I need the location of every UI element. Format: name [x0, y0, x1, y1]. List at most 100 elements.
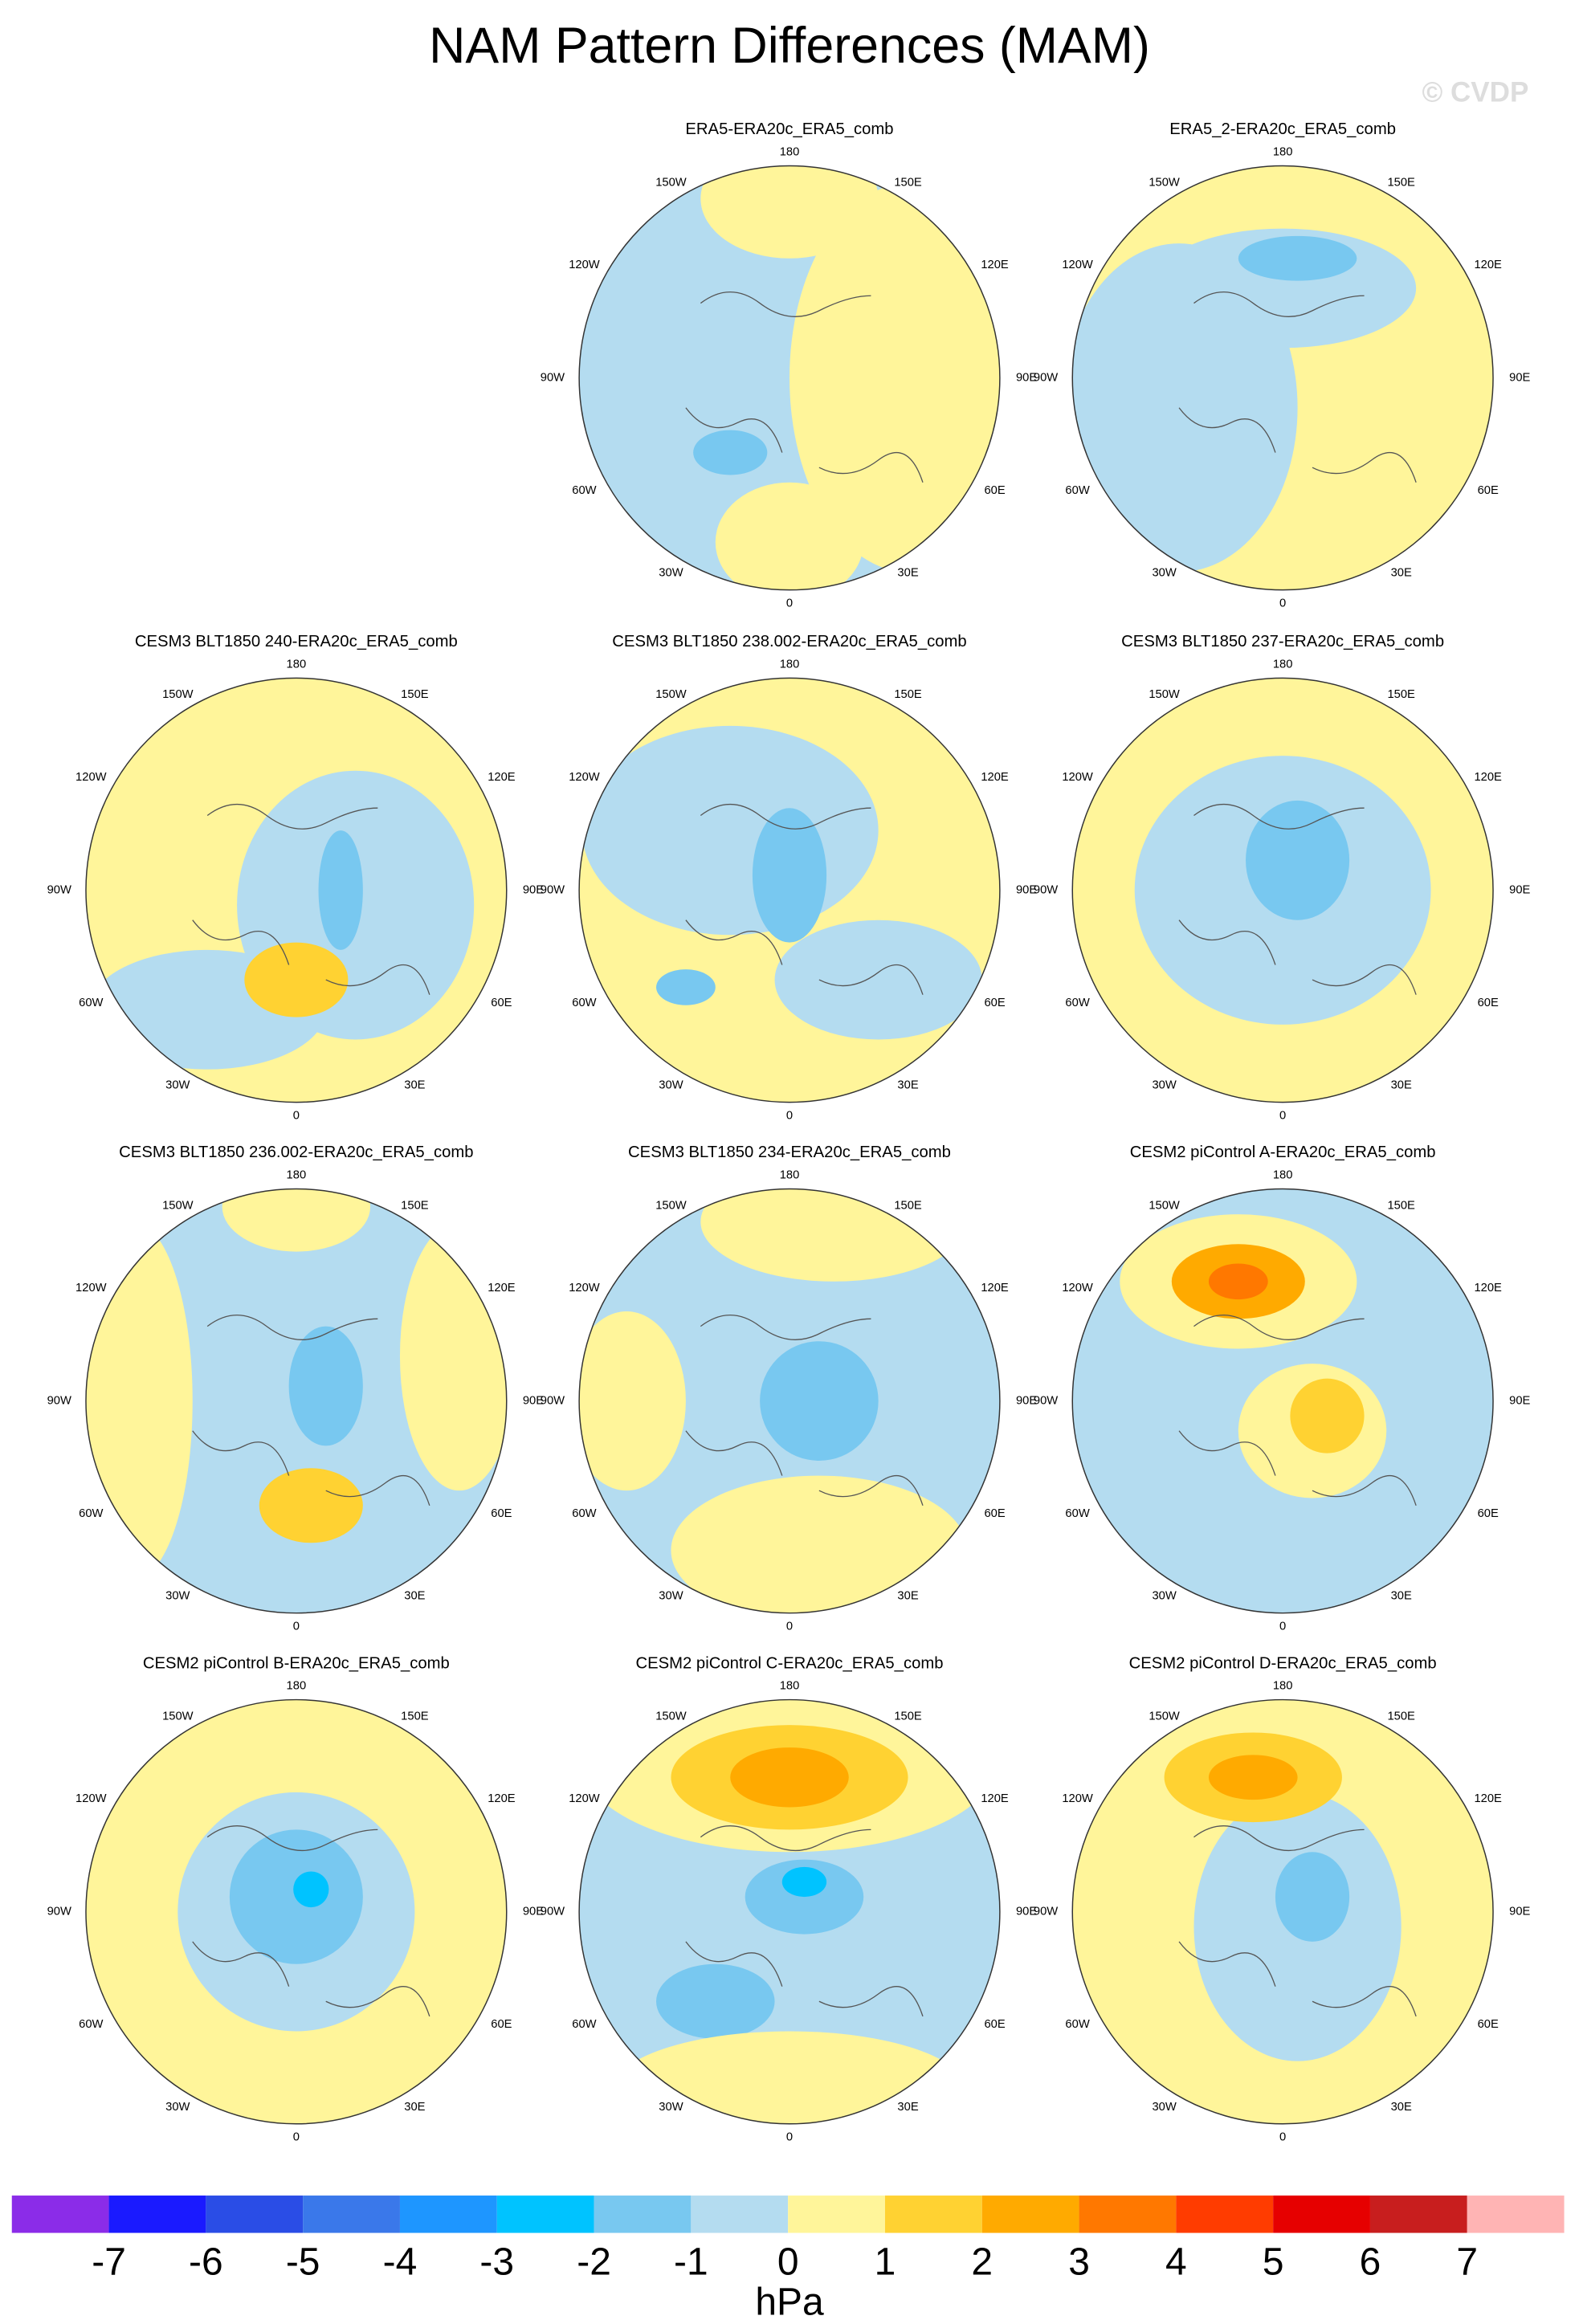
- panel-title: CESM3 BLT1850 240-ERA20c_ERA5_comb: [135, 633, 458, 650]
- map-field: [85, 1699, 507, 2124]
- longitude-label: 0: [1279, 1620, 1286, 1633]
- map-panel: CESM2 piControl B-ERA20c_ERA5_comb 180 150…: [47, 1654, 545, 2143]
- longitude-label: 180: [287, 1169, 307, 1182]
- longitude-label: 180: [780, 1680, 800, 1693]
- longitude-label: 60W: [1065, 997, 1089, 1009]
- longitude-label: 120E: [488, 771, 516, 784]
- longitude-label: 30W: [1152, 567, 1176, 580]
- colorbar-box: [691, 2196, 789, 2233]
- longitude-label: 90E: [1509, 1394, 1530, 1407]
- map-field: [1072, 1189, 1494, 1613]
- colorbar-tick-label: 3: [1068, 2240, 1090, 2283]
- colorbar-tick-label: -7: [92, 2240, 126, 2283]
- colorbar-tick-label: -5: [286, 2240, 320, 2283]
- panel-title: CESM3 BLT1850 234-ERA20c_ERA5_comb: [628, 1144, 951, 1161]
- longitude-label: 60E: [491, 997, 512, 1009]
- longitude-label: 60W: [79, 1507, 103, 1520]
- panel-title: CESM3 BLT1850 238.002-ERA20c_ERA5_comb: [612, 633, 966, 650]
- map-border: [1071, 677, 1494, 1103]
- colorbar-tick-label: 0: [777, 2240, 799, 2283]
- longitude-label: 150E: [1387, 176, 1415, 189]
- longitude-label: 0: [293, 1620, 300, 1633]
- longitude-label: 30E: [897, 1590, 918, 1603]
- figure-title: NAM Pattern Differences (MAM): [429, 18, 1150, 74]
- map-border: [85, 1188, 508, 1614]
- map-panel: CESM2 piControl C-ERA20c_ERA5_comb 180 150…: [541, 1654, 1038, 2143]
- longitude-label: 60E: [984, 997, 1005, 1009]
- colorbar-box: [1176, 2196, 1274, 2233]
- coastline: [685, 291, 924, 483]
- contour-region: [693, 430, 768, 475]
- longitude-label: 60E: [1478, 997, 1499, 1009]
- contour-region: [1208, 1755, 1298, 1800]
- longitude-label: 180: [780, 658, 800, 671]
- contour-region: [1208, 1263, 1268, 1300]
- longitude-label: 0: [786, 2130, 793, 2143]
- longitude-label: 150W: [1149, 1710, 1180, 1723]
- longitude-label: 90W: [47, 883, 71, 896]
- colorbar-box: [1079, 2196, 1177, 2233]
- longitude-label: 150W: [162, 1710, 194, 1723]
- watermark: © CVDP: [1422, 76, 1528, 108]
- longitude-label: 90W: [1034, 883, 1058, 896]
- longitude-label: 0: [293, 2130, 300, 2143]
- contour-region: [1246, 800, 1350, 920]
- longitude-label: 150W: [655, 176, 687, 189]
- longitude-label: 150W: [162, 688, 194, 701]
- colorbar-box: [1467, 2196, 1565, 2233]
- longitude-label: 90W: [47, 1394, 71, 1407]
- longitude-label: 120E: [981, 771, 1009, 784]
- coastline: [685, 1825, 924, 2017]
- colorbar-box: [108, 2196, 206, 2233]
- longitude-label: 30E: [404, 1590, 425, 1603]
- longitude-label: 30W: [165, 1590, 190, 1603]
- panel-title: ERA5_2-ERA20c_ERA5_comb: [1169, 120, 1396, 138]
- longitude-label: 60W: [79, 997, 103, 1009]
- panel-title: CESM2 piControl D-ERA20c_ERA5_comb: [1129, 1654, 1437, 1672]
- longitude-label: 60W: [572, 484, 596, 497]
- colorbar-tick-label: 5: [1263, 2240, 1284, 2283]
- longitude-label: 60W: [1065, 1507, 1089, 1520]
- coastline: [192, 803, 430, 995]
- longitude-label: 60W: [572, 1507, 596, 1520]
- colorbar-box: [884, 2196, 982, 2233]
- longitude-label: 90E: [1509, 883, 1530, 896]
- map-panel: CESM3 BLT1850 234-ERA20c_ERA5_comb 180 150…: [541, 1144, 1038, 1633]
- contour-region: [1290, 1378, 1365, 1454]
- longitude-label: 120E: [981, 1282, 1009, 1295]
- longitude-label: 150W: [1149, 176, 1180, 189]
- map-field: [1072, 165, 1494, 590]
- contour-region: [715, 482, 864, 590]
- longitude-label: 60W: [79, 2018, 103, 2031]
- longitude-label: 90W: [1034, 1394, 1058, 1407]
- longitude-label: 90E: [1016, 371, 1037, 384]
- map-border: [1071, 1188, 1494, 1614]
- longitude-label: 90W: [1034, 371, 1058, 384]
- longitude-label: 30E: [1391, 2101, 1412, 2114]
- longitude-label: 30W: [659, 1079, 683, 1092]
- longitude-label: 150E: [1387, 688, 1415, 701]
- colorbar-box: [206, 2196, 304, 2233]
- contour-region: [318, 830, 363, 950]
- longitude-label: 150W: [1149, 688, 1180, 701]
- map-panel: ERA5-ERA20c_ERA5_comb 180 150E 120E 90E 60E 30…: [541, 120, 1038, 610]
- longitude-label: 30E: [897, 2101, 918, 2114]
- map-panel: CESM2 piControl A-ERA20c_ERA5_comb 180 150…: [1034, 1144, 1531, 1633]
- map-border: [1071, 165, 1494, 591]
- longitude-label: 150E: [401, 688, 429, 701]
- longitude-label: 120W: [569, 1282, 600, 1295]
- longitude-label: 60E: [1478, 2018, 1499, 2031]
- longitude-label: 90E: [523, 883, 544, 896]
- coastline: [685, 1314, 924, 1506]
- colorbar-tick-label: -1: [674, 2240, 708, 2283]
- contour-region: [293, 1871, 329, 1908]
- colorbar-box: [981, 2196, 1079, 2233]
- longitude-label: 90E: [1509, 1906, 1530, 1918]
- panel-title: CESM3 BLT1850 236.002-ERA20c_ERA5_comb: [119, 1144, 473, 1161]
- longitude-label: 120W: [569, 1792, 600, 1805]
- longitude-label: 150W: [655, 688, 687, 701]
- colorbar-unit: hPa: [755, 2280, 824, 2323]
- coastline: [192, 1314, 430, 1506]
- longitude-label: 0: [786, 597, 793, 610]
